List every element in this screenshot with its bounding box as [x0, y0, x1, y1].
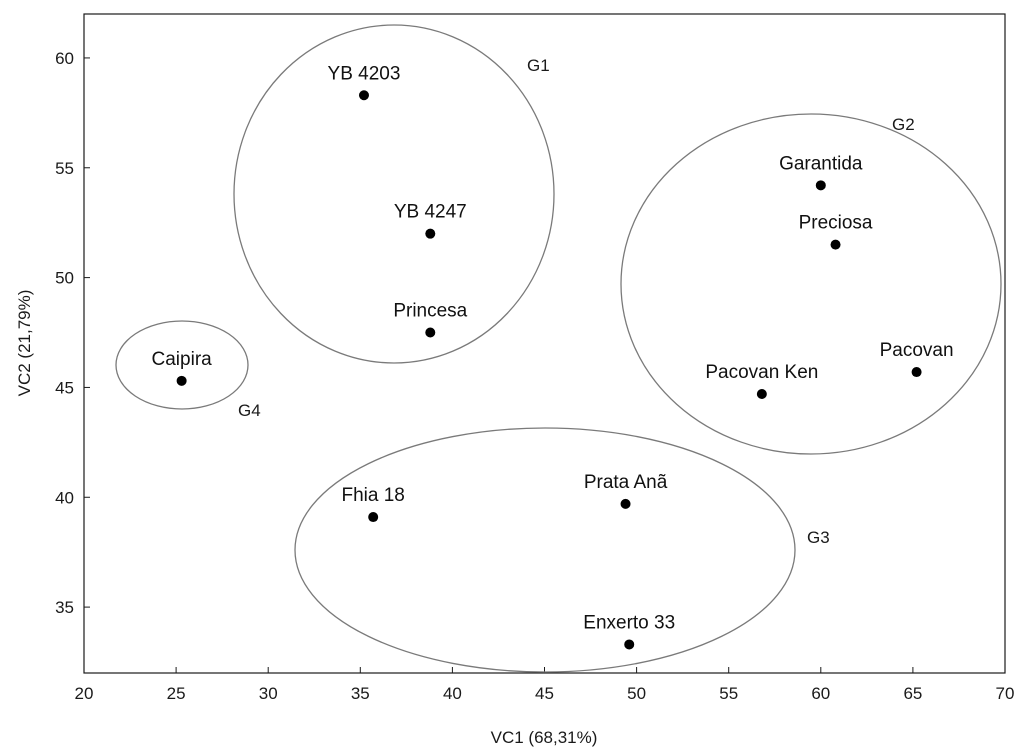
point-label: Preciosa	[799, 213, 873, 234]
x-tick-label: 20	[75, 684, 94, 703]
ellipse-g2	[620, 113, 1002, 455]
point-label: Princesa	[393, 301, 467, 322]
point-label: YB 4203	[328, 63, 401, 84]
plot-frame	[83, 13, 1006, 674]
data-point	[815, 180, 826, 191]
point-label: Garantida	[779, 153, 863, 174]
x-tick-label: 40	[443, 684, 462, 703]
data-points: YB 4203 YB 4247 Princesa Caipira Garantida Pr…	[152, 63, 954, 650]
data-point	[358, 90, 369, 101]
data-point	[756, 389, 767, 400]
x-ticks: 20 25 30 35 40 45 50 55 60 65 70	[75, 667, 1015, 703]
point-label: Enxerto 33	[583, 612, 675, 633]
point-label: Caipira	[152, 349, 213, 370]
y-tick-label: 35	[55, 598, 74, 617]
data-point	[911, 367, 922, 378]
x-tick-label: 30	[259, 684, 278, 703]
data-point	[176, 375, 187, 386]
y-axis-title: VC2 (21,79%)	[15, 290, 34, 397]
ellipse-g1	[233, 24, 555, 364]
point-label: YB 4247	[394, 202, 467, 223]
group-label-g1: G1	[527, 56, 550, 75]
x-axis-title: VC1 (68,31%)	[491, 728, 598, 747]
data-point	[425, 327, 436, 338]
group-label-g4: G4	[238, 401, 261, 420]
point-label: Fhia 18	[342, 485, 405, 506]
data-point	[624, 639, 635, 650]
point-label: Prata Anã	[584, 472, 668, 493]
y-tick-label: 50	[55, 269, 74, 288]
data-point	[620, 498, 631, 509]
x-tick-label: 45	[535, 684, 554, 703]
ellipse-g3	[294, 427, 796, 673]
y-tick-label: 40	[55, 488, 74, 507]
x-tick-label: 25	[167, 684, 186, 703]
y-ticks: 35 40 45 50 55 60	[55, 49, 90, 617]
point-label: Pacovan	[880, 340, 954, 361]
y-tick-label: 55	[55, 159, 74, 178]
data-point	[368, 512, 379, 523]
x-tick-label: 55	[719, 684, 738, 703]
y-tick-label: 45	[55, 378, 74, 397]
group-ellipses	[115, 24, 1002, 673]
x-tick-label: 35	[351, 684, 370, 703]
group-labels: G1 G2 G3 G4	[238, 56, 915, 547]
group-label-g2: G2	[892, 115, 915, 134]
data-point	[425, 228, 436, 239]
group-label-g3: G3	[807, 528, 830, 547]
x-tick-label: 65	[903, 684, 922, 703]
y-tick-label: 60	[55, 49, 74, 68]
x-tick-label: 50	[627, 684, 646, 703]
data-point	[830, 239, 841, 250]
x-tick-label: 60	[811, 684, 830, 703]
ellipse-g4	[115, 320, 249, 410]
x-tick-label: 70	[996, 684, 1015, 703]
point-label: Pacovan Ken	[705, 362, 818, 383]
